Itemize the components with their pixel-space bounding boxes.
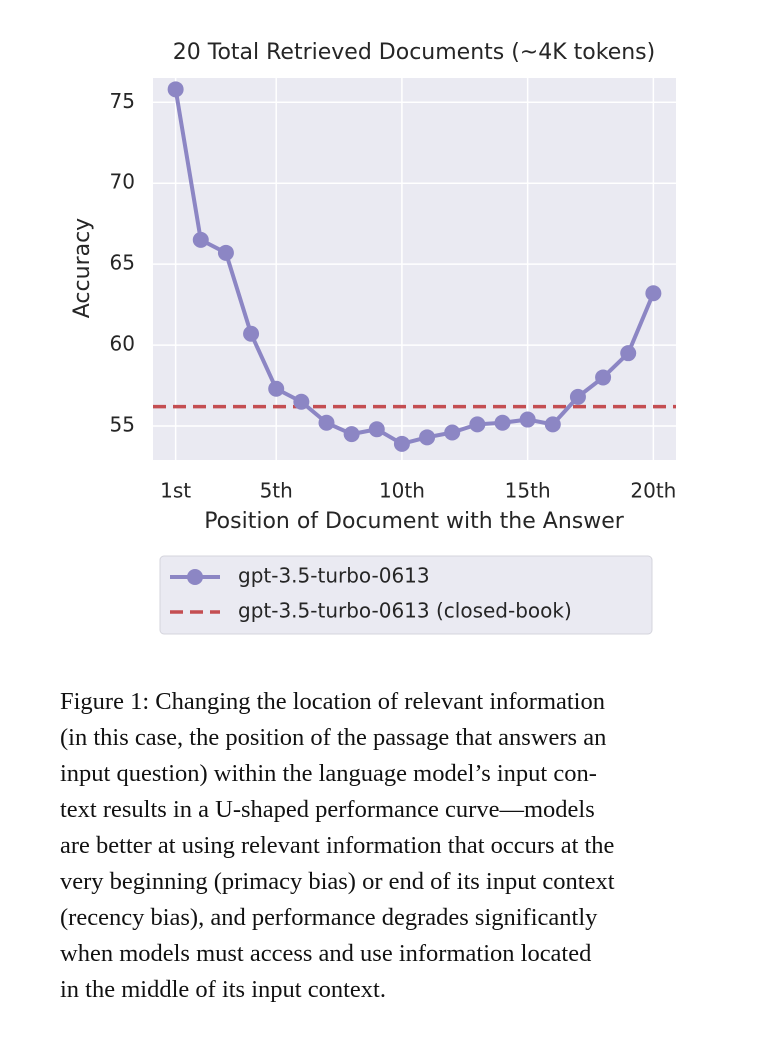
marker bbox=[368, 421, 385, 438]
y-tick-label: 65 bbox=[110, 251, 135, 275]
chart: 20 Total Retrieved Documents (~4K tokens… bbox=[70, 40, 676, 635]
caption-line: input question) within the language mode… bbox=[60, 760, 597, 787]
legend-label: gpt-3.5-turbo-0613 bbox=[238, 564, 430, 588]
x-tick-label: 1st bbox=[160, 479, 191, 503]
marker bbox=[167, 81, 184, 98]
marker bbox=[645, 285, 662, 302]
x-tick-label: 20th bbox=[630, 479, 676, 503]
marker bbox=[268, 380, 285, 397]
marker bbox=[393, 435, 410, 452]
marker bbox=[343, 426, 360, 443]
x-tick-label: 10th bbox=[379, 479, 425, 503]
caption-line: are better at using relevant information… bbox=[60, 832, 615, 859]
plot-area bbox=[153, 78, 676, 460]
marker bbox=[469, 416, 486, 433]
marker bbox=[444, 424, 461, 441]
legend-swatch-marker bbox=[187, 569, 203, 585]
marker bbox=[620, 345, 637, 362]
caption-line: when models must access and use informat… bbox=[60, 940, 592, 967]
marker bbox=[217, 244, 234, 261]
marker bbox=[519, 411, 536, 428]
marker bbox=[544, 416, 561, 433]
caption-line: Figure 1: Changing the location of relev… bbox=[60, 688, 605, 715]
y-tick-label: 60 bbox=[110, 332, 135, 356]
marker bbox=[293, 393, 310, 410]
caption-line: (in this case, the position of the passa… bbox=[60, 724, 607, 751]
marker bbox=[192, 231, 209, 248]
caption-line: (recency bias), and performance degrades… bbox=[60, 904, 598, 931]
caption-line: text results in a U-shaped performance c… bbox=[60, 796, 595, 823]
marker bbox=[419, 429, 436, 446]
caption: Figure 1: Changing the location of relev… bbox=[60, 684, 615, 1008]
x-tick-label: 5th bbox=[260, 479, 293, 503]
caption-line: in the middle of its input context. bbox=[60, 976, 386, 1003]
y-tick-label: 55 bbox=[110, 413, 135, 437]
legend-label: gpt-3.5-turbo-0613 (closed-book) bbox=[238, 599, 572, 623]
y-axis-label: Accuracy bbox=[70, 218, 95, 318]
legend bbox=[159, 555, 653, 635]
marker bbox=[494, 414, 511, 431]
x-tick-label: 15th bbox=[505, 479, 551, 503]
x-axis-label: Position of Document with the Answer bbox=[204, 509, 625, 534]
marker bbox=[569, 388, 586, 405]
y-tick-label: 75 bbox=[110, 89, 135, 113]
caption-line: very beginning (primacy bias) or end of … bbox=[60, 868, 615, 895]
marker bbox=[243, 325, 260, 342]
y-tick-label: 70 bbox=[110, 170, 135, 194]
marker bbox=[318, 414, 335, 431]
marker bbox=[595, 369, 612, 386]
chart-title: 20 Total Retrieved Documents (~4K tokens… bbox=[173, 40, 655, 65]
